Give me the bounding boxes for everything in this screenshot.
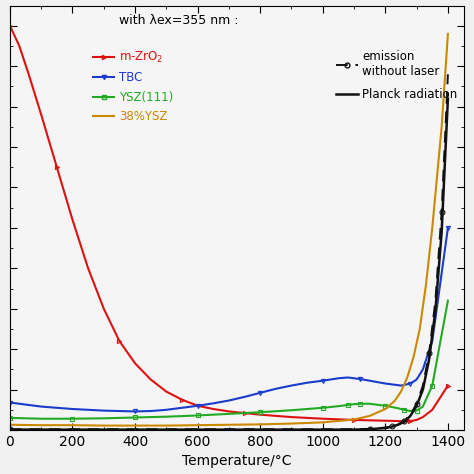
Legend: emission
without laser, Planck radiation: emission without laser, Planck radiation xyxy=(337,50,457,101)
Text: with λex=355 nm :: with λex=355 nm : xyxy=(119,14,238,27)
X-axis label: Temperature/°C: Temperature/°C xyxy=(182,455,292,468)
